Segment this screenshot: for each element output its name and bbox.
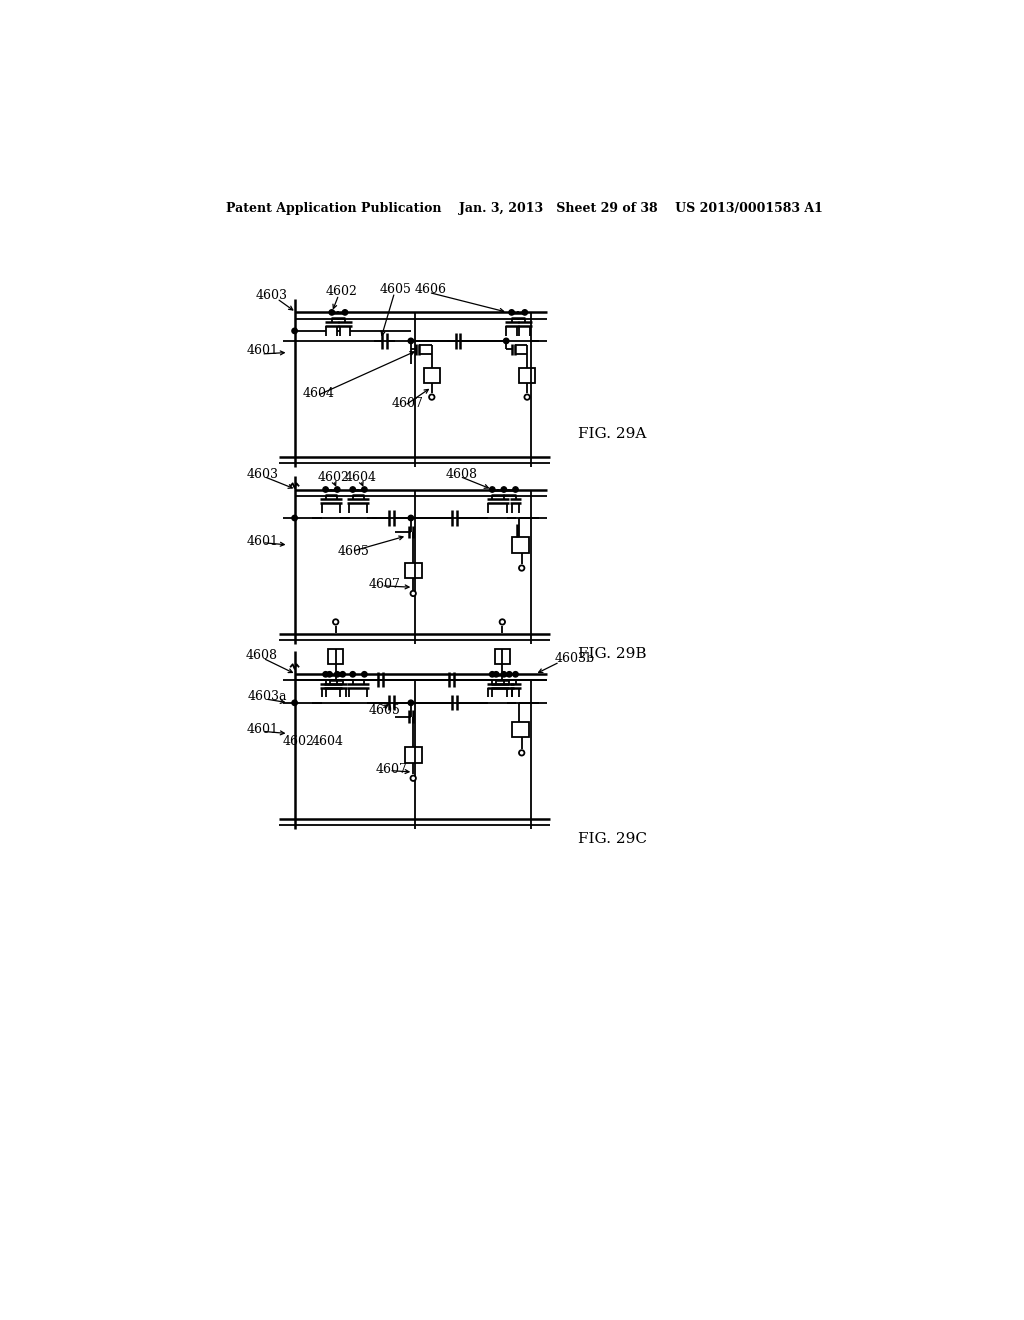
Circle shape [500, 619, 505, 624]
Text: Patent Application Publication    Jan. 3, 2013   Sheet 29 of 38    US 2013/00015: Patent Application Publication Jan. 3, 2… [226, 202, 823, 215]
Circle shape [292, 515, 297, 520]
Circle shape [409, 338, 414, 343]
Bar [328, 649, 343, 664]
Text: 4604: 4604 [345, 471, 377, 484]
Text: FIG. 29B: FIG. 29B [578, 647, 646, 661]
Circle shape [329, 310, 335, 315]
Text: FIG. 29C: FIG. 29C [578, 832, 646, 846]
Bar [424, 368, 439, 383]
Text: 4605: 4605 [380, 282, 412, 296]
Circle shape [507, 672, 512, 677]
Circle shape [509, 310, 514, 315]
Text: FIG. 29A: FIG. 29A [578, 428, 646, 441]
Circle shape [513, 487, 518, 492]
Circle shape [522, 310, 527, 315]
Text: 4601: 4601 [247, 723, 279, 737]
Circle shape [350, 487, 355, 492]
Circle shape [335, 487, 340, 492]
Bar [512, 537, 528, 553]
Circle shape [411, 776, 416, 781]
Circle shape [323, 487, 329, 492]
Text: 4607: 4607 [391, 397, 423, 409]
Text: 4604: 4604 [302, 387, 335, 400]
Circle shape [361, 672, 367, 677]
Circle shape [494, 672, 499, 677]
Text: 4603a: 4603a [248, 690, 288, 704]
Circle shape [292, 700, 297, 705]
Circle shape [350, 672, 355, 677]
Circle shape [489, 672, 495, 677]
Circle shape [409, 515, 414, 520]
Circle shape [340, 672, 345, 677]
Text: 4607: 4607 [369, 578, 400, 591]
Circle shape [489, 487, 495, 492]
Text: 4607: 4607 [376, 763, 408, 776]
Circle shape [501, 487, 507, 492]
Circle shape [411, 591, 416, 597]
Text: 4604: 4604 [311, 735, 344, 748]
Text: 4606: 4606 [415, 282, 446, 296]
Bar [495, 649, 510, 664]
Circle shape [342, 310, 348, 315]
Circle shape [429, 395, 434, 400]
Circle shape [335, 672, 340, 677]
Bar [512, 722, 528, 738]
Circle shape [513, 672, 518, 677]
Text: 4601: 4601 [247, 535, 279, 548]
Text: 4602: 4602 [317, 471, 350, 484]
Circle shape [292, 329, 297, 334]
Text: 4603b: 4603b [554, 652, 594, 665]
Text: 4601: 4601 [247, 345, 279, 358]
Circle shape [519, 565, 524, 570]
Circle shape [501, 672, 507, 677]
Text: 4605: 4605 [369, 704, 400, 717]
Text: 4603: 4603 [247, 467, 279, 480]
Text: 4603: 4603 [256, 289, 288, 302]
Circle shape [519, 750, 524, 755]
Circle shape [361, 487, 367, 492]
Circle shape [524, 395, 529, 400]
Bar [404, 747, 422, 763]
Text: 4602: 4602 [283, 735, 314, 748]
Text: 4602: 4602 [326, 285, 357, 298]
Circle shape [409, 700, 414, 705]
Bar [519, 368, 535, 383]
Text: 4608: 4608 [445, 467, 478, 480]
Circle shape [333, 619, 338, 624]
Circle shape [327, 672, 332, 677]
Circle shape [323, 672, 329, 677]
Text: 4608: 4608 [246, 648, 278, 661]
Text: 4605: 4605 [337, 545, 369, 557]
Circle shape [504, 338, 509, 343]
Bar [404, 562, 422, 578]
